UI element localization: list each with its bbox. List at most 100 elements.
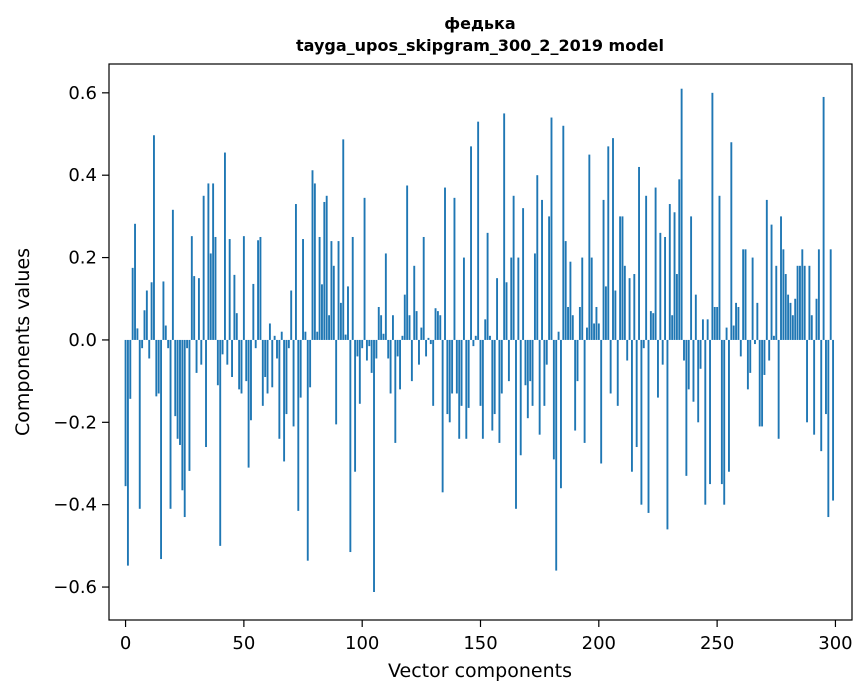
bar [635,339,638,448]
bar [224,152,226,340]
bar [252,283,255,340]
bar [287,339,290,349]
bar [186,339,189,349]
x-tick-label: 200 [582,633,616,654]
bar [207,183,210,340]
bar [524,339,527,386]
bar [638,166,640,340]
bar [545,339,548,365]
bar [160,339,162,560]
bar [299,339,302,398]
x-tick-label: 150 [463,633,497,654]
bar [746,339,749,390]
bar [389,339,392,394]
bar [401,335,404,340]
bar [228,239,231,340]
bar [801,249,804,340]
bar [257,240,260,340]
bar [484,319,487,340]
bar [311,170,314,340]
bar [439,315,442,340]
bar [420,327,423,340]
bar [436,311,439,340]
bar [813,339,816,435]
bar [250,339,252,421]
bar [337,241,340,340]
bar [380,315,383,340]
bar [446,339,449,415]
bar [429,339,432,345]
bar [789,302,792,340]
bar [595,306,598,340]
bar [131,267,134,340]
bar [309,339,312,388]
bar [583,339,586,443]
bar [690,216,693,340]
bar [183,339,186,518]
bar [517,257,520,340]
bar [680,88,683,340]
bar [453,197,456,340]
bar [507,339,510,382]
bar [124,339,127,487]
bar [557,331,560,340]
bar [711,92,714,340]
bar [370,339,373,373]
bar [195,339,198,373]
bar [586,327,588,340]
bar [363,197,366,340]
bar [335,339,338,425]
bar [174,339,177,417]
bar [141,339,144,349]
bar [806,339,808,423]
y-tick-label: −0.4 [53,495,97,516]
bar [313,183,316,340]
bar [780,216,782,340]
bar [560,339,562,489]
bar [666,339,669,530]
bar [179,339,181,445]
bar [640,339,643,505]
bar [460,339,463,406]
bar [654,187,657,340]
bar [387,339,390,359]
bar [377,306,380,340]
y-tick-label: −0.2 [53,412,97,433]
y-tick-label: 0.4 [68,165,97,186]
bar [567,306,569,340]
bar [775,265,778,340]
bar [285,339,288,415]
bar [292,339,295,427]
bar [373,339,375,592]
bar [491,339,494,431]
bar [647,339,650,513]
bar [316,331,319,340]
bar [349,339,352,553]
bar [803,265,806,340]
bar [394,339,397,443]
y-tick-label: 0.2 [68,248,97,269]
bar [216,339,219,386]
bar [413,265,416,340]
bar [318,236,321,340]
bar [772,335,775,340]
bar [791,315,794,340]
bar [268,323,271,340]
bar [621,216,624,340]
bar [787,294,790,340]
bar [829,249,832,340]
bar [408,315,411,340]
bar [706,319,709,340]
bar [181,339,184,491]
bar [264,339,267,378]
bar [254,339,257,349]
bar [614,290,617,340]
bar [810,315,813,340]
bar [602,199,605,340]
bar [126,339,129,566]
bar [569,261,572,340]
bar [148,339,151,359]
bar [247,339,250,468]
x-tick-label: 250 [700,633,734,654]
bar [512,195,515,340]
